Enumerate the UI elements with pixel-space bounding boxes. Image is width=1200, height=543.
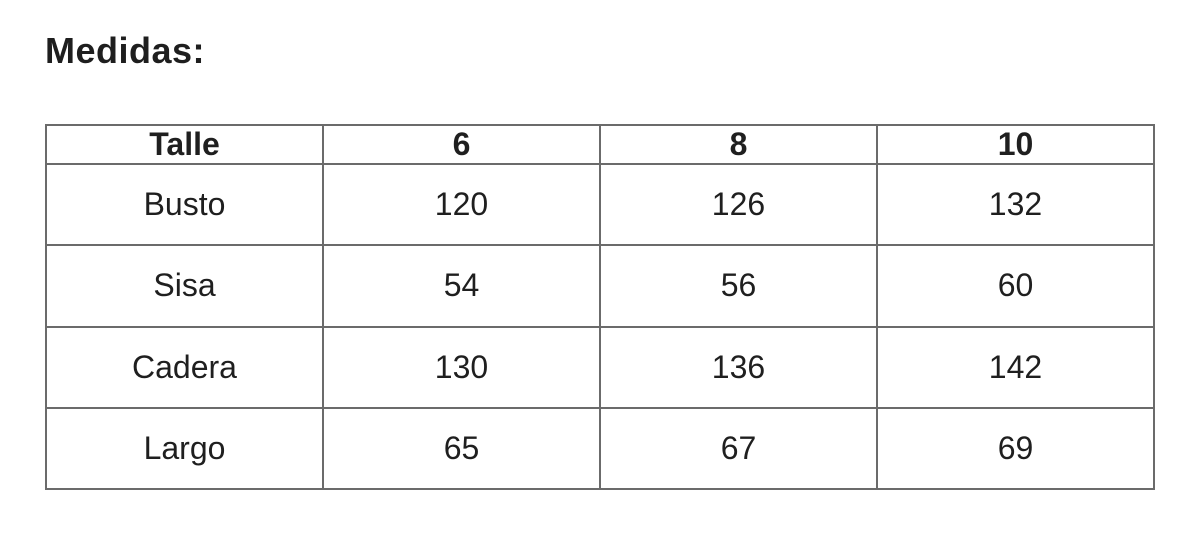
measurements-table: Talle 6 8 10 Busto 120 126 132 Sisa 54 5… [45, 124, 1155, 491]
column-header-talle: Talle [45, 124, 324, 165]
measurement-value: 60 [876, 244, 1155, 328]
measurement-value: 56 [599, 244, 878, 328]
table-row-busto: Busto 120 126 132 [45, 162, 1155, 247]
column-header-size-8: 8 [599, 124, 878, 165]
row-label-sisa: Sisa [45, 244, 324, 328]
column-header-size-6: 6 [322, 124, 601, 165]
measurement-value: 136 [599, 325, 878, 409]
measurement-value: 69 [876, 406, 1155, 491]
header-row: Talle 6 8 10 [45, 124, 1155, 165]
column-header-size-10: 10 [876, 124, 1155, 165]
measurement-value: 130 [322, 325, 601, 409]
measurement-value: 65 [322, 406, 601, 491]
measurement-value: 126 [599, 162, 878, 247]
page-title: Medidas: [45, 30, 206, 71]
row-label-busto: Busto [45, 162, 324, 247]
table-row-largo: Largo 65 67 69 [45, 406, 1155, 491]
row-label-cadera: Cadera [45, 325, 324, 409]
table-row-cadera: Cadera 130 136 142 [45, 325, 1155, 409]
measurement-value: 67 [599, 406, 878, 491]
row-label-largo: Largo [45, 406, 324, 491]
table-row-sisa: Sisa 54 56 60 [45, 244, 1155, 328]
measurement-value: 54 [322, 244, 601, 328]
table-header: Talle 6 8 10 [45, 124, 1155, 165]
measurement-value: 132 [876, 162, 1155, 247]
measurement-value: 142 [876, 325, 1155, 409]
measurement-value: 120 [322, 162, 601, 247]
table-body: Busto 120 126 132 Sisa 54 56 60 Cadera 1… [45, 162, 1155, 491]
